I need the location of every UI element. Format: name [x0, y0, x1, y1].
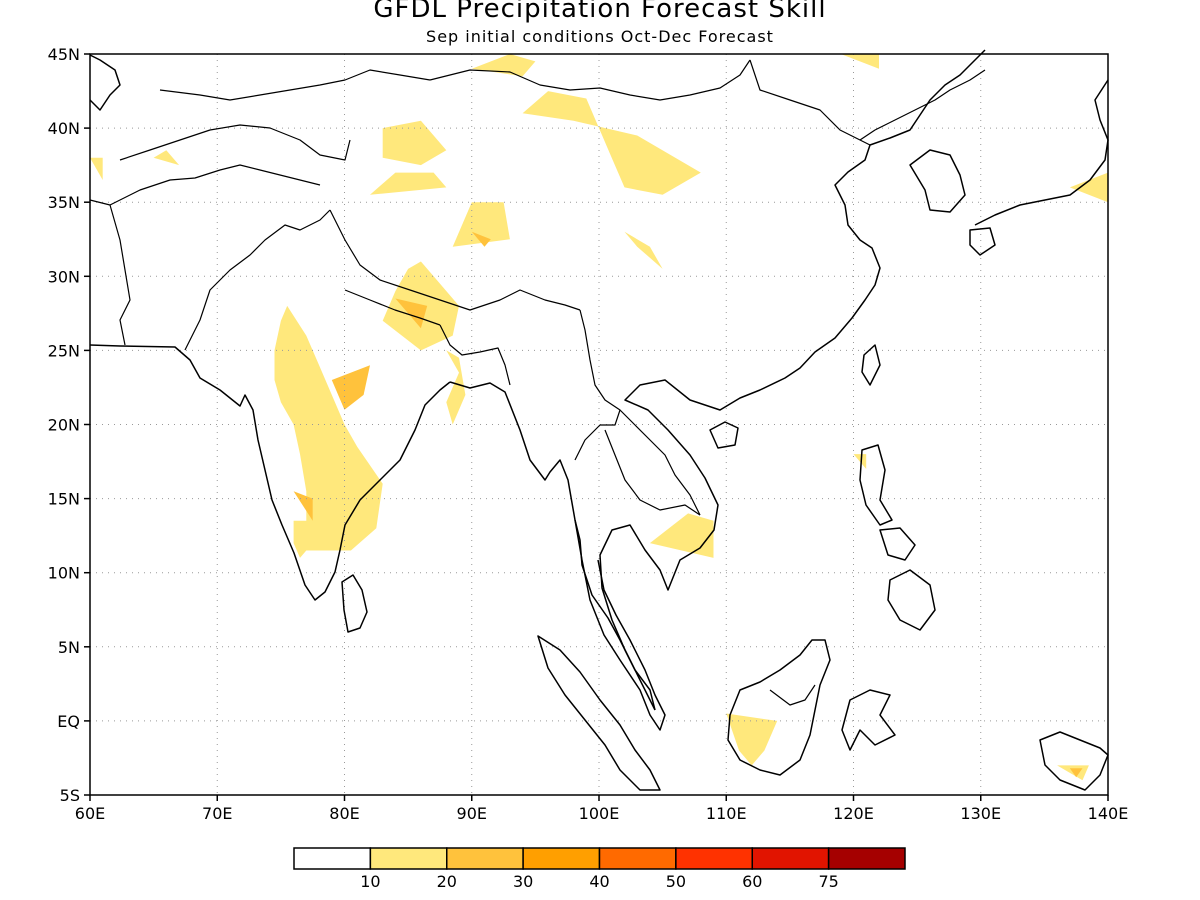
- border-afghanistan: [109, 164, 321, 206]
- coastline-bay-of-bengal: [449, 381, 656, 711]
- skill-region-11: [1057, 765, 1089, 781]
- tick-label-lon-7: 130E: [960, 804, 1001, 823]
- border-himalaya: [329, 209, 581, 311]
- skill-region-8: [624, 231, 663, 269]
- coastline-borneo: [727, 639, 831, 776]
- colorbar-swatch-5: [675, 847, 753, 870]
- colorbar-label-5: 60: [742, 872, 762, 891]
- skill-region-16: [840, 54, 879, 69]
- coastline-japan: [974, 79, 1109, 226]
- tick-label-lat-3: 10N: [48, 564, 80, 583]
- tick-label-lon-4: 100E: [579, 804, 620, 823]
- tick-label-lon-3: 90E: [457, 804, 487, 823]
- coastline-visayas: [879, 527, 916, 561]
- border-kazakhstan: [159, 69, 431, 101]
- border-manchuria: [859, 69, 986, 141]
- tick-label-lon-1: 70E: [202, 804, 232, 823]
- tick-label-lat-10: 45N: [48, 45, 80, 64]
- coastline-kyushu: [969, 227, 996, 256]
- coastline-caspian: [89, 54, 121, 111]
- colorbar-swatch-0: [293, 847, 372, 870]
- skill-region-6: [471, 54, 536, 77]
- coastlines: [89, 49, 1109, 791]
- colorbar-swatch-2: [446, 847, 524, 870]
- coastline-mindanao: [887, 569, 936, 631]
- coastline-new-guinea: [1039, 731, 1109, 791]
- tick-label-lat-9: 40N: [48, 119, 80, 138]
- skill-region-21: [1069, 768, 1083, 778]
- border-china-north: [749, 59, 871, 146]
- skill-region-17: [331, 365, 370, 410]
- colorbar-label-0: 10: [360, 872, 380, 891]
- colorbar-swatch-3: [522, 847, 601, 870]
- country-borders: [89, 59, 986, 706]
- skill-region-5: [452, 202, 510, 247]
- skill-region-13: [1069, 172, 1108, 203]
- tick-label-lat-1: EQ: [57, 712, 80, 731]
- skill-region-10: [726, 713, 778, 766]
- colorbar-label-1: 20: [437, 872, 457, 891]
- skill-region-19: [395, 298, 428, 329]
- chart-subtitle: Sep initial conditions Oct-Dec Forecast: [426, 27, 774, 46]
- tick-label-lat-6: 25N: [48, 341, 80, 360]
- colorbar-label-6: 75: [818, 872, 838, 891]
- tick-label-lon-6: 120E: [833, 804, 874, 823]
- border-malaysia-borneo: [769, 684, 816, 706]
- skill-region-7: [522, 91, 701, 195]
- skill-region-4: [370, 172, 447, 195]
- border-myanmar: [574, 309, 621, 461]
- tick-label-lon-5: 110E: [706, 804, 747, 823]
- tick-label-lon-8: 140E: [1088, 804, 1129, 823]
- border-pakistan-india: [184, 209, 331, 351]
- border-laos-vietnam: [619, 409, 701, 516]
- coastline-hainan: [709, 421, 739, 449]
- skill-region-12: [853, 454, 867, 469]
- colorbar-swatch-7: [827, 847, 906, 870]
- tick-label-lon-0: 60E: [75, 804, 105, 823]
- border-nepal: [344, 289, 441, 326]
- chart-title: GFDL Precipitation Forecast Skill: [373, 0, 827, 24]
- border-bangladesh: [439, 324, 511, 386]
- skill-region-2: [446, 350, 466, 425]
- colorbar-label-3: 40: [589, 872, 609, 891]
- skill-region-0: [274, 305, 383, 558]
- border-iran: [89, 199, 131, 346]
- skill-region-20: [471, 231, 491, 247]
- skill-region-3: [382, 120, 447, 166]
- coastline-luzon: [859, 444, 893, 526]
- border-mongolia: [429, 59, 751, 101]
- tick-label-lat-5: 20N: [48, 416, 80, 435]
- skill-region-14: [90, 157, 103, 180]
- tick-label-lat-8: 35N: [48, 193, 80, 212]
- axis-ticks: 60E 70E 80E 90E 100E 110E 120E 130E 140E 5S EQ 5N 10…: [48, 45, 1129, 823]
- tick-label-lat-7: 30N: [48, 267, 80, 286]
- colorbar: 10 20 30 40 50 60 75: [293, 847, 906, 891]
- coastline-indochina: [599, 49, 986, 711]
- coastline-korea: [909, 149, 966, 213]
- coastline-india: [89, 344, 451, 601]
- coastline-sumatra: [537, 635, 661, 791]
- border-thailand-cambodia: [604, 429, 701, 516]
- coastline-sri-lanka: [341, 574, 368, 633]
- tick-label-lon-2: 80E: [329, 804, 359, 823]
- colorbar-label-4: 50: [666, 872, 686, 891]
- colorbar-label-2: 30: [513, 872, 533, 891]
- coastline-taiwan: [861, 344, 881, 386]
- border-central-asia: [119, 124, 351, 161]
- colorbar-swatch-1: [369, 847, 448, 870]
- colorbar-swatch-4: [598, 847, 677, 870]
- tick-label-lat-0: 5S: [60, 786, 80, 805]
- skill-region-18: [293, 491, 313, 521]
- tick-label-lat-4: 15N: [48, 490, 80, 509]
- colorbar-swatch-6: [751, 847, 830, 870]
- coastline-malay-peninsula: [574, 519, 666, 731]
- skill-region-15: [153, 150, 180, 166]
- tick-label-lat-2: 5N: [58, 638, 80, 657]
- coastline-sulawesi: [841, 689, 896, 751]
- skill-region-9: [649, 513, 714, 558]
